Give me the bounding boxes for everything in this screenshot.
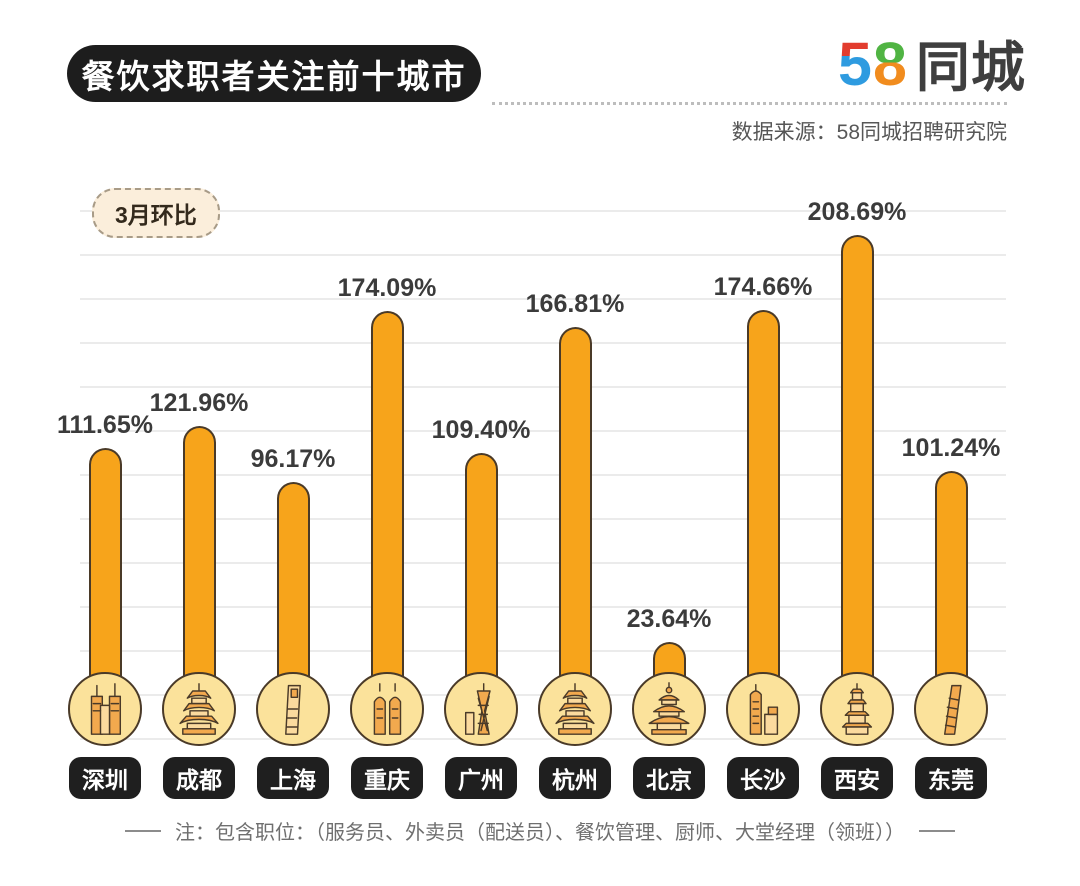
city-landmark-circle xyxy=(162,672,236,746)
xian-landmark-icon xyxy=(841,683,873,735)
gridline xyxy=(80,386,1006,388)
bar xyxy=(276,482,310,706)
bar xyxy=(840,234,874,706)
gridline xyxy=(80,254,1006,256)
bar-value-label: 208.69% xyxy=(807,197,907,226)
beijing-landmark-icon xyxy=(648,682,690,735)
bar xyxy=(934,471,968,706)
logo-text-tongcheng: 同城 xyxy=(915,38,1026,98)
bar-value-label: 23.64% xyxy=(626,604,712,633)
changsha-landmark-icon xyxy=(749,683,779,735)
gridline xyxy=(80,342,1006,344)
bar xyxy=(182,425,216,706)
city-landmark-circle xyxy=(68,672,142,746)
chongqing-landmark-icon xyxy=(373,683,402,735)
city-label: 西安 xyxy=(821,757,893,799)
data-source-caption: 数据来源：58同城招聘研究院 xyxy=(731,121,1007,144)
bar xyxy=(746,309,780,706)
city-label: 深圳 xyxy=(69,757,141,799)
footnote-left-dash xyxy=(125,829,161,832)
bar-value-label: 101.24% xyxy=(901,434,1001,463)
bar-value-label: 111.65% xyxy=(57,411,153,440)
footnote-right-dash xyxy=(919,829,955,832)
bar-value-label: 121.96% xyxy=(149,388,249,417)
gridline xyxy=(80,738,1006,740)
city-label: 东莞 xyxy=(915,757,987,799)
gridline xyxy=(80,650,1006,652)
city-landmark-circle xyxy=(632,672,706,746)
bar-value-label: 96.17% xyxy=(250,445,336,474)
period-badge: 3月环比 xyxy=(92,188,220,238)
city-label: 广州 xyxy=(445,757,517,799)
gridline xyxy=(80,518,1006,520)
city-label: 重庆 xyxy=(351,757,423,799)
bar xyxy=(558,327,592,706)
logo-digit-5: 5 xyxy=(838,30,872,98)
gridline xyxy=(80,606,1006,608)
footnote: 注：包含职位：（服务员、外卖员（配送员）、餐饮管理、厨师、大堂经理（领班）） xyxy=(0,816,1080,845)
guangzhou-landmark-icon xyxy=(464,683,491,735)
gridline xyxy=(80,210,1006,212)
shanghai-landmark-icon xyxy=(285,684,301,735)
page-title: 餐饮求职者关注前十城市 xyxy=(67,45,481,102)
hangzhou-landmark-icon xyxy=(555,683,595,735)
shenzhen-landmark-icon xyxy=(90,683,122,735)
header-dotted-divider xyxy=(492,102,1007,105)
footnote-text: 注：包含职位：（服务员、外卖员（配送员）、餐饮管理、厨师、大堂经理（领班）） xyxy=(175,822,905,844)
gridline xyxy=(80,562,1006,564)
gridline xyxy=(80,474,1006,476)
bar xyxy=(88,448,122,706)
bar-value-label: 174.66% xyxy=(713,272,813,301)
gridline xyxy=(80,430,1006,432)
page-title-text: 餐饮求职者关注前十城市 xyxy=(81,57,467,95)
bar-value-label: 174.09% xyxy=(337,274,437,302)
city-label: 长沙 xyxy=(727,757,799,799)
city-label: 北京 xyxy=(633,757,705,799)
city-landmark-circle xyxy=(350,672,424,746)
dongguan-landmark-icon xyxy=(943,684,962,735)
chengdu-landmark-icon xyxy=(179,683,219,735)
gridline xyxy=(80,298,1006,300)
city-label: 成都 xyxy=(163,757,235,799)
logo-58tongcheng: 5 8 同城 xyxy=(838,30,1026,98)
city-landmark-circle xyxy=(256,672,330,746)
city-landmark-circle xyxy=(820,672,894,746)
city-landmark-circle xyxy=(914,672,988,746)
city-landmark-circle xyxy=(726,672,800,746)
bar xyxy=(464,453,498,706)
city-landmark-circle xyxy=(444,672,518,746)
city-landmark-circle xyxy=(538,672,612,746)
bar-value-label: 109.40% xyxy=(431,416,531,445)
bar-value-label: 166.81% xyxy=(525,290,625,319)
city-label: 杭州 xyxy=(539,757,611,799)
logo-digit-8: 8 xyxy=(872,30,907,98)
bar xyxy=(370,311,404,706)
city-label: 上海 xyxy=(257,757,329,799)
